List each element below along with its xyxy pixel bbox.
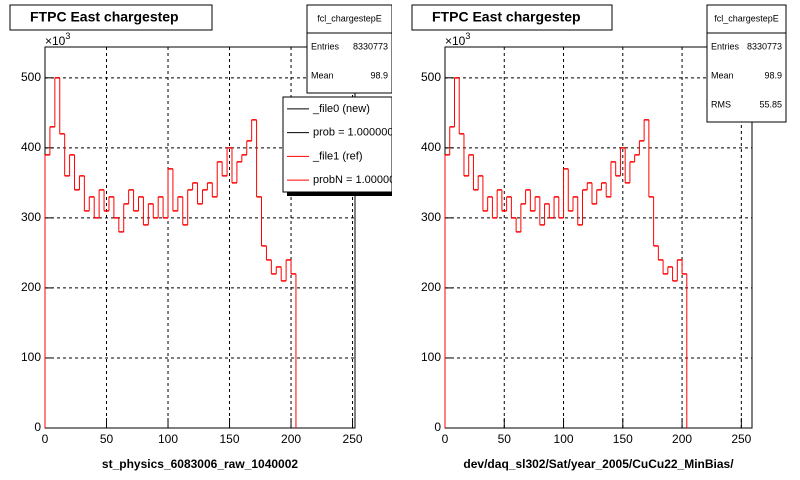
y-tick-label: 400 [421, 140, 441, 154]
x-tick-label: 100 [158, 432, 178, 446]
chart-title: FTPC East chargestep [432, 9, 581, 25]
stats-name: fcl_chargestepE [714, 13, 779, 23]
stats-value: 8330773 [353, 41, 388, 51]
stats-box [706, 4, 787, 123]
stats-label: RMS [711, 99, 731, 109]
legend-label: probN = 1.000000 [313, 174, 401, 186]
chart-title: FTPC East chargestep [30, 9, 179, 25]
stats-name: fcl_chargestepE [317, 13, 382, 23]
x-tick-label: 150 [613, 432, 633, 446]
stats-value: 8330773 [747, 41, 782, 51]
y-multiplier: ×103 [45, 31, 70, 48]
legend-label: prob = 1.000000 [313, 127, 393, 139]
stats-label: Mean [311, 70, 334, 80]
x-axis-label: dev/daq_sl302/Sat/year_2005/CuCu22_MinBi… [463, 457, 734, 471]
y-tick-label: 200 [421, 280, 441, 294]
stats-label: Entries [711, 41, 740, 51]
title-box [411, 4, 613, 31]
legend-label: _file1 (ref) [312, 150, 363, 162]
x-tick-label: 0 [42, 432, 49, 446]
stats-value: 55.85 [759, 99, 782, 109]
y-tick-label: 0 [34, 420, 41, 434]
y-tick-label: 100 [421, 350, 441, 364]
legend-label: _file0 (new) [312, 103, 370, 115]
stats-value: 98.9 [764, 70, 782, 80]
y-tick-label: 200 [21, 280, 41, 294]
x-tick-label: 150 [220, 432, 240, 446]
stats-value: 98.9 [370, 70, 388, 80]
y-exponent: 3 [465, 31, 470, 41]
y-tick-label: 0 [434, 420, 441, 434]
y-tick-label: 300 [21, 210, 41, 224]
x-tick-label: 200 [672, 432, 692, 446]
x-tick-label: 50 [498, 432, 512, 446]
stats-label: Entries [311, 41, 340, 51]
stats-label: Mean [711, 70, 734, 80]
x-tick-label: 200 [281, 432, 301, 446]
pad: 0 50 100 150 200 250 0 100 200 300 400 500 ×103 dev/d… [411, 4, 787, 471]
x-axis-label: st_physics_6083006_raw_1040002 [102, 457, 298, 471]
legend-box [282, 96, 392, 193]
y-tick-label: 300 [421, 210, 441, 224]
y-exponent: 3 [65, 31, 70, 41]
y-tick-label: 500 [421, 70, 441, 84]
x-tick-label: 50 [100, 432, 114, 446]
x-tick-label: 0 [442, 432, 449, 446]
stats-box [306, 4, 392, 94]
y-tick-label: 100 [21, 350, 41, 364]
x-tick-label: 100 [554, 432, 574, 446]
x-tick-label: 250 [343, 432, 363, 446]
y-tick-label: 400 [21, 140, 41, 154]
y-tick-label: 500 [21, 70, 41, 84]
y-multiplier: ×103 [445, 31, 470, 48]
pad: 0 50 100 150 200 250 0 100 200 300 400 500 ×103 st_ph… [9, 4, 401, 471]
x-tick-label: 250 [731, 432, 751, 446]
plot-frame [444, 46, 753, 429]
title-box [9, 4, 213, 31]
